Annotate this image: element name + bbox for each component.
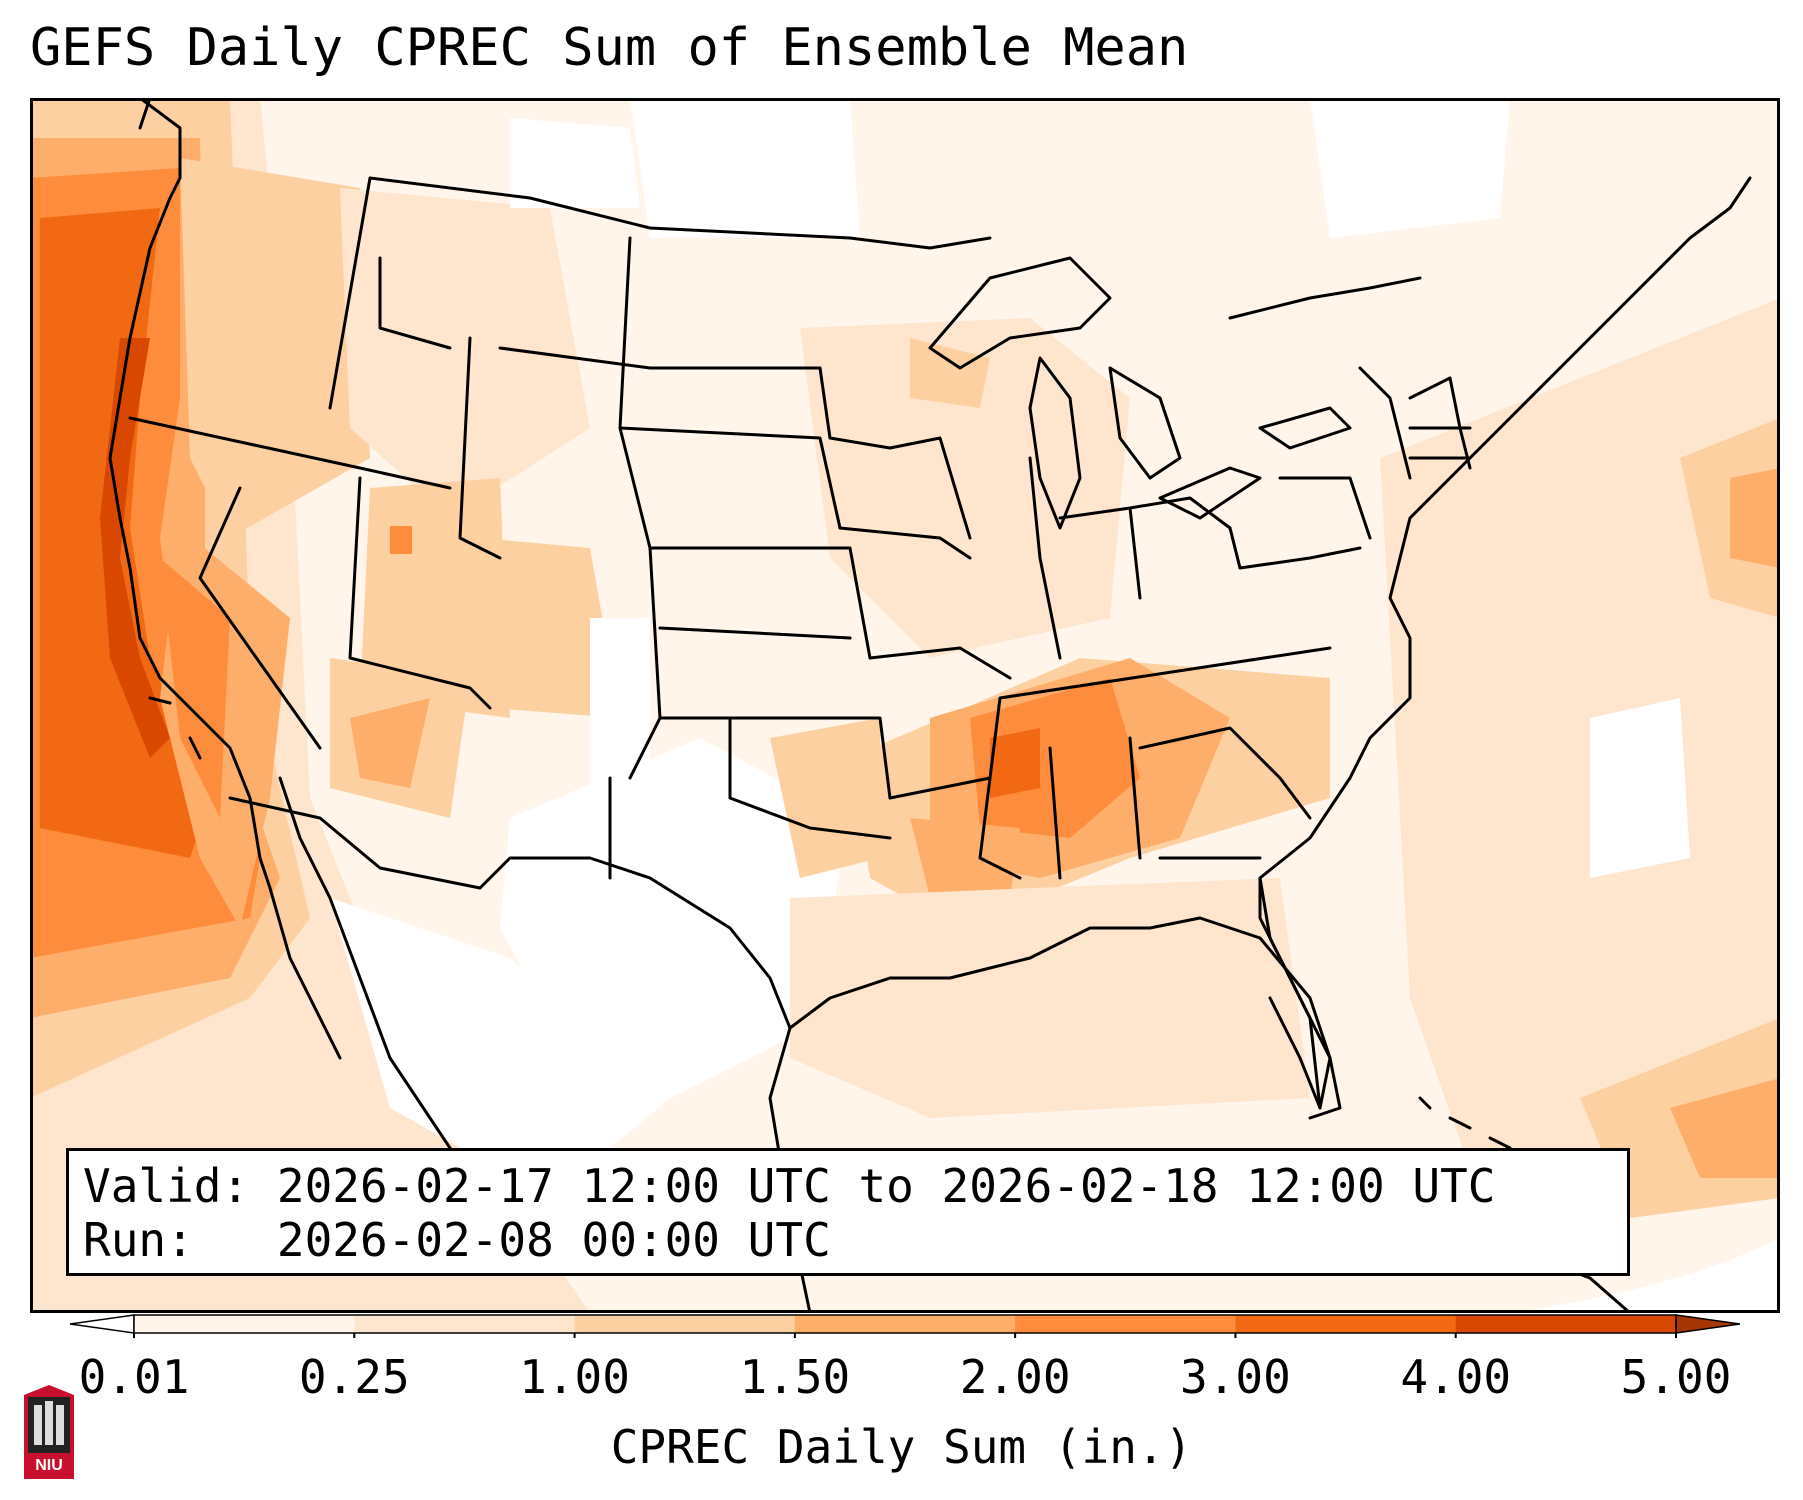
great-lakes-ontario [1258,406,1352,450]
run-time: 2026-02-08 00:00 UTC [276,1213,831,1267]
precip-atlantic-orange [1730,468,1780,568]
map-title: GEFS Daily CPREC Sum of Ensemble Mean [30,18,1189,78]
colorbar-tick-label: 0.25 [298,1350,410,1404]
precip-arizona-spot [350,698,430,788]
state-lines-northeast [1228,366,1472,570]
precip-dakotas-white [630,98,860,238]
great-lakes-erie [1158,466,1262,520]
precip-colorado [480,538,620,718]
precip-pacific-deep-orange [40,208,210,858]
colorbar-segment [1455,1315,1677,1333]
valid-run-info-box: Valid: 2026-02-17 12:00 UTC to 2026-02-1… [66,1148,1630,1276]
valid-label: Valid: [83,1159,250,1213]
colorbar-segment [354,1315,576,1333]
colorbar [70,1314,1740,1338]
precip-mississippi-alabama [970,678,1140,838]
colorbar-over-arrow [1675,1314,1740,1334]
colorbar-tick-label: 1.50 [739,1350,851,1404]
coastline-west [108,98,272,890]
colorbar-segment [574,1315,796,1333]
precip-louisiana [910,818,1020,898]
state-lines-central [498,236,892,880]
precip-wisconsin [910,338,990,408]
great-lakes-michigan [1028,356,1082,530]
university-building-icon [24,1385,74,1479]
border-canada [138,98,1422,320]
precip-east-texas [770,718,880,878]
precip-atlantic-light [1380,298,1780,1198]
precip-caribbean-orange [1670,1078,1780,1178]
precip-atlantic-white-patch [1590,698,1690,878]
precip-gulf-light [790,878,1310,1118]
colorbar-tick-label: 5.00 [1620,1350,1732,1404]
colorbar-under-arrow [70,1314,135,1334]
colorbar-segment [1015,1315,1236,1333]
precip-idaho-montana [340,188,590,518]
precip-northern-rockies-white [510,118,640,208]
precip-california-coast [160,558,230,818]
border-mexico [228,796,792,1030]
islands-california [148,696,202,760]
colorbar-frame [133,1314,1677,1334]
niu-logo: NIU [20,1385,78,1479]
precip-texas-white [500,738,850,1098]
precip-utah-spot [390,526,412,554]
colorbar-tick-label: 2.00 [959,1350,1071,1404]
precipitation-map [30,98,1780,1313]
precip-pacific-core [100,338,170,758]
colorbar-segment [134,1315,355,1333]
precip-oregon-washington [180,158,370,538]
projection-edge-right [1510,1238,1780,1313]
run-label: Run: [83,1213,194,1267]
state-lines-midwest [818,366,1232,680]
coastline-east [1258,176,1752,1110]
great-lakes-huron [1108,366,1182,480]
colorbar-segment [794,1315,1016,1333]
state-lines-west [128,176,502,750]
state-lines-south [888,646,1332,880]
colorbar-tick-label: 4.00 [1400,1350,1512,1404]
colorbar-tick-label: 3.00 [1180,1350,1291,1404]
colorbar-tick-label: 0.01 [78,1350,190,1404]
colorbar-label: CPREC Daily Sum (in.) [610,1420,1193,1474]
precip-canada-white [1310,98,1510,238]
island-bahamas [1418,1096,1542,1180]
precip-new-mexico-white [590,618,650,788]
precip-midwest [800,318,1130,658]
coastline-gulf-mexico [768,916,1332,1313]
coastline-florida [1258,876,1342,1120]
map-frame [30,98,1780,1313]
precip-mexico-white [330,898,670,1198]
colorbar-segment [1235,1315,1457,1333]
precip-mississippi-core [990,728,1040,798]
colorbar-tick-labels: 0.01 0.25 1.00 1.50 2.00 3.00 4.00 5.00 [0,1350,1803,1420]
colorbar-tick-label: 1.00 [519,1350,630,1404]
logo-text: NIU [35,1457,63,1474]
great-lakes-superior [928,256,1112,370]
valid-time-range: 2026-02-17 12:00 UTC to 2026-02-18 12:00… [276,1159,1496,1213]
